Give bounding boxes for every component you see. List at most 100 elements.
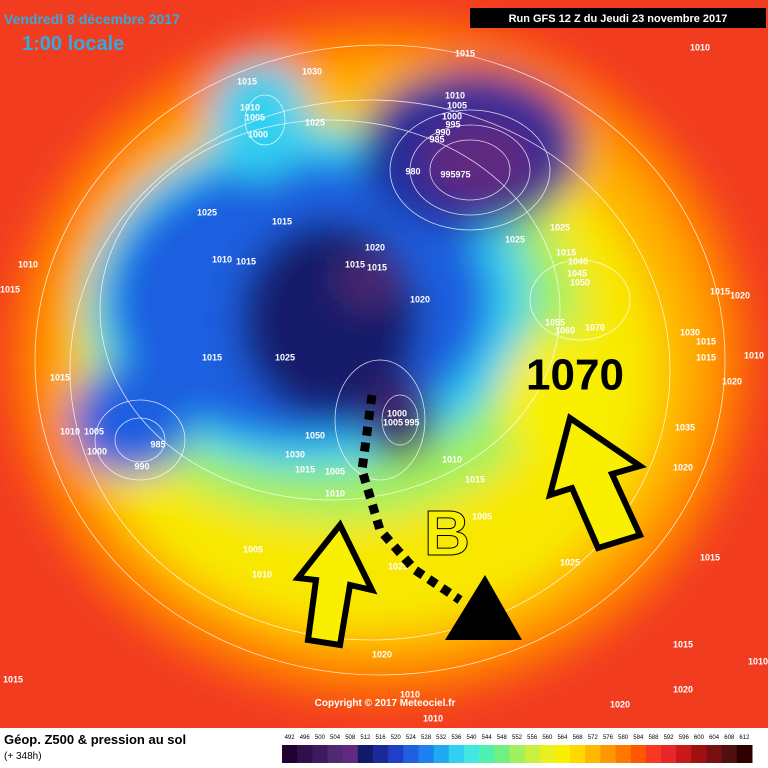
- isobar-label: 1025: [305, 117, 325, 127]
- isobar-label: 1060: [555, 325, 575, 335]
- colorbar-label: 540: [467, 735, 478, 741]
- isobar-label: 1055: [545, 317, 565, 327]
- isobar-label: 1020: [673, 462, 693, 472]
- isobar-label: 1015: [295, 464, 315, 474]
- colorbar-label: 564: [557, 735, 568, 741]
- colorbar-cell: [706, 745, 723, 763]
- isobar-label: 1015: [236, 256, 256, 266]
- isobar-label: 1030: [302, 66, 322, 76]
- colorbar-cell: [630, 745, 647, 763]
- isobar-label: 1010: [240, 102, 260, 112]
- colorbar-label: 556: [527, 735, 538, 741]
- colorbar-label: 520: [391, 735, 402, 741]
- colorbar-label: 544: [482, 735, 493, 741]
- colorbar-cell: [509, 745, 526, 763]
- colorbar-label: 572: [588, 735, 599, 741]
- isobar-label: 1000: [442, 111, 462, 121]
- colorbar-cell: [524, 745, 541, 763]
- colorbar-cell: [372, 745, 389, 763]
- colorbar-cell: [585, 745, 601, 763]
- isobar-label: 1050: [570, 277, 590, 287]
- isobar-label: 1020: [610, 699, 630, 709]
- colorbar-cell: [342, 745, 359, 763]
- isobar-label: 1025: [505, 234, 525, 244]
- colorbar-label: 592: [664, 735, 675, 741]
- colorbar-cell: [645, 745, 662, 763]
- colorbar-label: 504: [330, 735, 341, 741]
- isobar-label: 1025: [197, 207, 217, 217]
- isobar-label: 1035: [675, 422, 695, 432]
- triangle: [445, 575, 522, 640]
- high-label: 1070: [526, 351, 624, 400]
- colorbar-cell: [691, 745, 708, 763]
- colorbar-label: 548: [497, 735, 508, 741]
- isobar-label: 1045: [567, 268, 587, 278]
- isobar-label: 1015: [367, 262, 387, 272]
- colorbar-label: 496: [300, 735, 311, 741]
- colorbar-cell: [676, 745, 692, 763]
- footer-title: Géop. Z500 & pression au sol: [4, 732, 186, 747]
- isobar-label: 1025: [550, 222, 570, 232]
- trough-line: [357, 394, 463, 604]
- isobar-label: 1015: [696, 336, 716, 346]
- colorbar-label: 604: [709, 735, 720, 741]
- colorbar-label: 552: [512, 735, 523, 741]
- colorbar-label: 524: [406, 735, 417, 741]
- isobar-label: 1015: [465, 474, 485, 484]
- isobar-label: 1020: [410, 294, 430, 304]
- isobar-label: 980: [405, 166, 420, 176]
- isobar-label: 1015: [3, 674, 23, 684]
- isobar-label: 1015: [0, 284, 20, 294]
- footer-lead: (+ 348h): [4, 751, 42, 762]
- isobar-label: 1010: [442, 454, 462, 464]
- colorbar-cell: [297, 745, 313, 763]
- isobar-label: 1015: [202, 352, 222, 362]
- isobar-label: 985: [150, 439, 165, 449]
- colorbar-cell: [600, 745, 617, 763]
- isobar-label: 1015: [237, 76, 257, 86]
- isobar-label: 1020: [730, 290, 750, 300]
- isobar-label: 995: [445, 119, 460, 129]
- isobar-label: 1000: [87, 446, 107, 456]
- isobar-label: 1020: [365, 242, 385, 252]
- isobar-label: 1005: [472, 511, 492, 521]
- colorbar-cell: [721, 745, 738, 763]
- isobar-label: 990: [134, 461, 149, 471]
- isobar-label: 1015: [696, 352, 716, 362]
- colorbar: 492 496 500 504 508 512 516 520 524 528 532 536 540 5…: [282, 735, 753, 763]
- isobar-label: 1010: [400, 689, 420, 699]
- isobar-label: 1015: [345, 259, 365, 269]
- low-label: B: [424, 497, 470, 569]
- colorbar-label: 576: [603, 735, 614, 741]
- colorbar-cell: [448, 745, 465, 763]
- colorbar-label: 536: [451, 735, 462, 741]
- arrow-right: [545, 413, 647, 552]
- colorbar-label: 508: [345, 735, 356, 741]
- isobar-label: 1005: [243, 544, 263, 554]
- isobar-label: 1005: [447, 100, 467, 110]
- isobar-label: 1015: [710, 286, 730, 296]
- isobar-label: 1030: [680, 327, 700, 337]
- isobar-label: 1010: [212, 254, 232, 264]
- colorbar-cell: [357, 745, 374, 763]
- colorbar-cell: [479, 745, 495, 763]
- colorbar-cell: [570, 745, 586, 763]
- copyright: Copyright © 2017 Meteociel.fr: [315, 698, 456, 709]
- isobar-label: 985: [429, 134, 444, 144]
- isobar-label: 1010: [60, 426, 80, 436]
- isobar-label: 995: [440, 169, 455, 179]
- colorbar-cell: [433, 745, 450, 763]
- run-box: [470, 8, 766, 28]
- isobar-label: 1000: [248, 129, 268, 139]
- isobar-label: 1025: [275, 352, 295, 362]
- colorbar-label: 512: [360, 735, 371, 741]
- isobar-label: 975: [455, 169, 470, 179]
- isobar-label: 1010: [252, 569, 272, 579]
- isobar-label: 1025: [560, 557, 580, 567]
- colorbar-cell: [615, 745, 632, 763]
- isobar-label: 1000: [387, 408, 407, 418]
- isobar-label: 1010: [423, 713, 443, 723]
- isobar-label: 990: [435, 127, 450, 137]
- isobar-label: 1010: [748, 656, 768, 666]
- isobar-label: 1005: [84, 426, 104, 436]
